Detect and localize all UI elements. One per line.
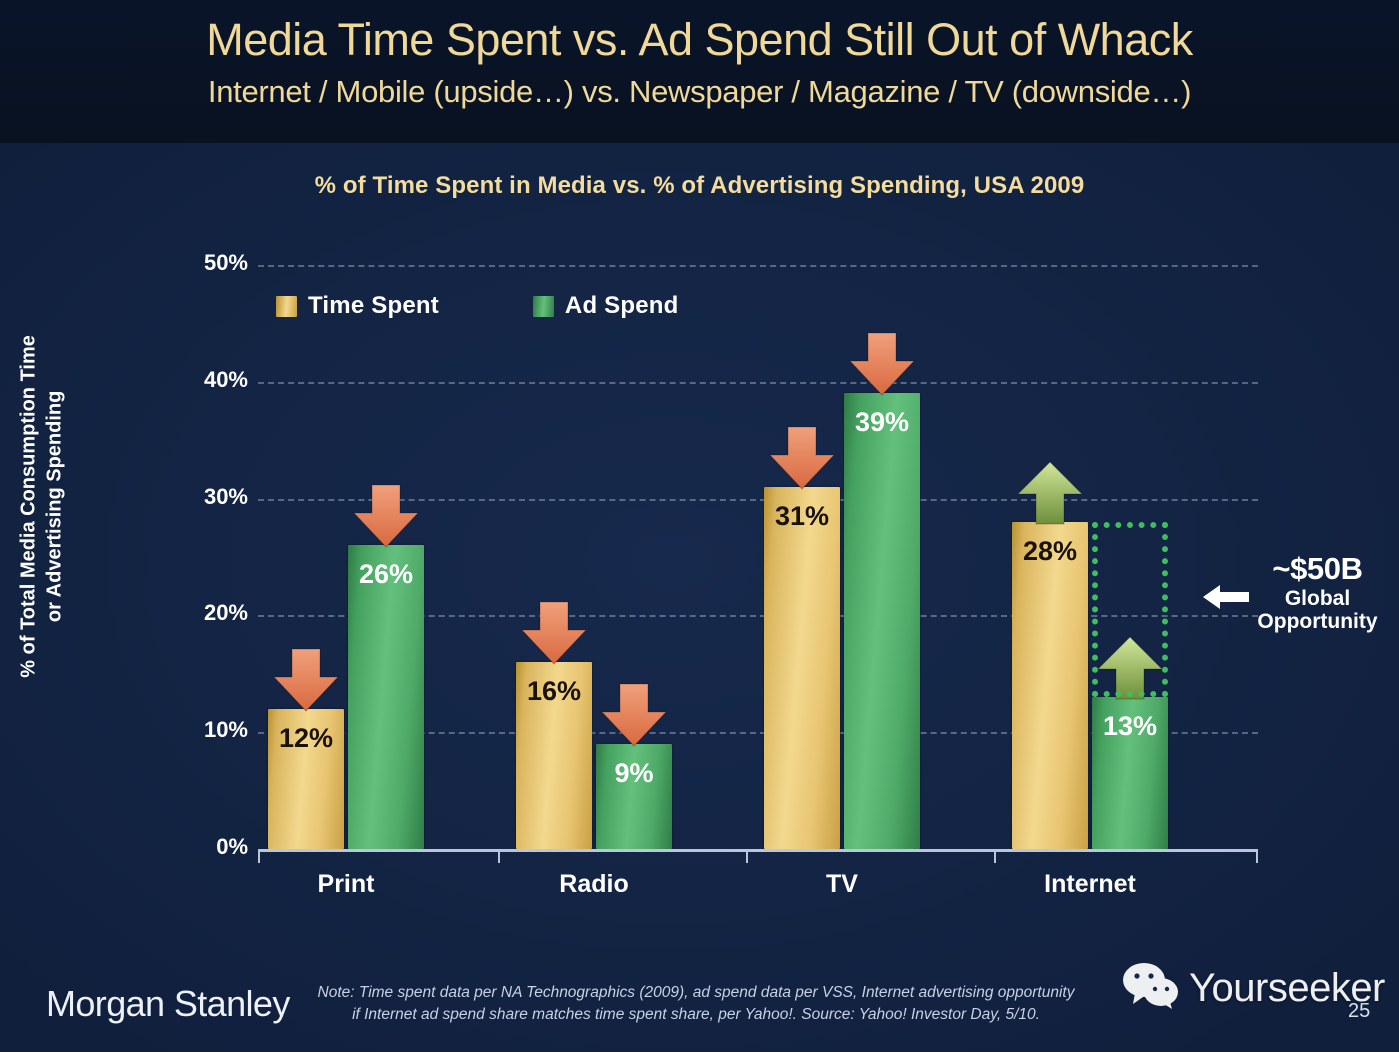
header-band xyxy=(0,0,1399,143)
morgan-stanley-logo: Morgan Stanley xyxy=(46,983,290,1024)
opportunity-annotation: ~$50B Global Opportunity xyxy=(1236,551,1399,634)
bar-value-tv-ad-spend: 39% xyxy=(854,407,910,438)
legend-swatch-ad-spend xyxy=(532,295,554,317)
bar-radio-time-spent: 16% xyxy=(516,662,592,849)
x-axis-tick-1 xyxy=(746,849,748,863)
arrow-down-radio-time-spent-icon xyxy=(518,600,590,666)
opportunity-amount: ~$50B xyxy=(1272,551,1363,586)
bar-value-print-time-spent: 12% xyxy=(278,722,334,753)
gridline-50 xyxy=(258,265,1258,267)
chart-legend: Time Spent Ad Spend xyxy=(276,292,679,320)
bar-internet-ad-spend: 13% xyxy=(1092,697,1168,849)
opportunity-box xyxy=(1092,521,1168,698)
y-tick-0: 0% xyxy=(216,834,248,859)
legend-label-time-spent: Time Spent xyxy=(308,292,439,319)
bar-print-ad-spend: 26% xyxy=(348,545,424,849)
opportunity-pointer-arrow-icon xyxy=(1203,583,1249,611)
y-axis-title-line2: or Advertising Spending xyxy=(44,390,66,623)
page-number: 25 xyxy=(1348,1000,1371,1022)
x-axis-tick-0 xyxy=(498,849,500,863)
category-label-tv: TV xyxy=(826,870,858,898)
arrow-up-internet-time-spent-icon xyxy=(1014,460,1086,526)
bar-value-internet-time-spent: 28% xyxy=(1022,535,1078,566)
x-axis-end-tick-0 xyxy=(258,849,260,863)
category-label-internet: Internet xyxy=(1044,870,1136,898)
y-tick-40: 40% xyxy=(203,366,248,392)
bar-value-radio-time-spent: 16% xyxy=(526,676,582,707)
x-axis-tick-2 xyxy=(994,849,996,863)
arrow-down-print-ad-spend-icon xyxy=(350,483,422,549)
bar-value-internet-ad-spend: 13% xyxy=(1102,711,1158,742)
footnote: Note: Time spent data per NA Technograph… xyxy=(316,982,1076,1027)
x-axis-end-tick-1 xyxy=(1256,849,1258,863)
footnote-line1: Note: Time spent data per NA Technograph… xyxy=(317,984,1075,1024)
gridline-30 xyxy=(258,498,1258,501)
chart-title: % of Time Spent in Media vs. % of Advert… xyxy=(314,172,1085,199)
category-label-print: Print xyxy=(317,870,375,898)
legend-item-ad-spend: Ad Spend xyxy=(532,292,679,320)
y-axis-tick-labels: 0% 10% 20% 30% 40% 50% xyxy=(178,0,248,1052)
plot-area: 12% 26% 16% 9% 31% 39% 28% 13% xyxy=(258,265,1258,850)
bar-value-tv-time-spent: 31% xyxy=(774,500,830,531)
arrow-down-tv-time-spent-icon xyxy=(766,425,838,491)
gridline-20 xyxy=(258,615,1258,618)
bar-internet-time-spent: 28% xyxy=(1012,521,1088,849)
bar-value-print-ad-spend: 26% xyxy=(358,559,414,590)
opportunity-line1: Global xyxy=(1284,586,1351,610)
arrow-down-tv-ad-spend-icon xyxy=(846,331,918,397)
category-label-radio: Radio xyxy=(559,870,629,898)
legend-label-ad-spend: Ad Spend xyxy=(564,292,679,319)
y-tick-50: 50% xyxy=(203,250,248,275)
y-axis-title-line1: % of Total Media Consumption Time xyxy=(17,335,40,678)
legend-item-time-spent: Time Spent xyxy=(276,292,439,320)
gridline-40 xyxy=(258,381,1258,384)
bar-value-radio-ad-spend: 9% xyxy=(614,757,654,788)
legend-swatch-time-spent xyxy=(276,295,297,317)
opportunity-line2: Opportunity xyxy=(1257,610,1378,634)
y-tick-20: 20% xyxy=(203,600,248,626)
footnote-line2: spend share matches time spent share, pe… xyxy=(442,1006,1040,1024)
bar-print-time-spent: 12% xyxy=(268,708,344,849)
bar-tv-ad-spend: 39% xyxy=(844,393,920,849)
page-subtitle: Internet / Mobile (upside…) vs. Newspape… xyxy=(207,74,1192,109)
y-tick-30: 30% xyxy=(203,483,248,509)
bar-radio-ad-spend: 9% xyxy=(596,743,672,849)
y-tick-10: 10% xyxy=(203,717,248,743)
arrow-down-print-time-spent-icon xyxy=(270,647,342,713)
page-title: Media Time Spent vs. Ad Spend Still Out … xyxy=(206,14,1193,65)
gridline-10 xyxy=(258,732,1258,735)
bar-tv-time-spent: 31% xyxy=(764,486,840,849)
x-axis-line xyxy=(258,849,1258,852)
arrow-down-radio-ad-spend-icon xyxy=(598,682,670,748)
